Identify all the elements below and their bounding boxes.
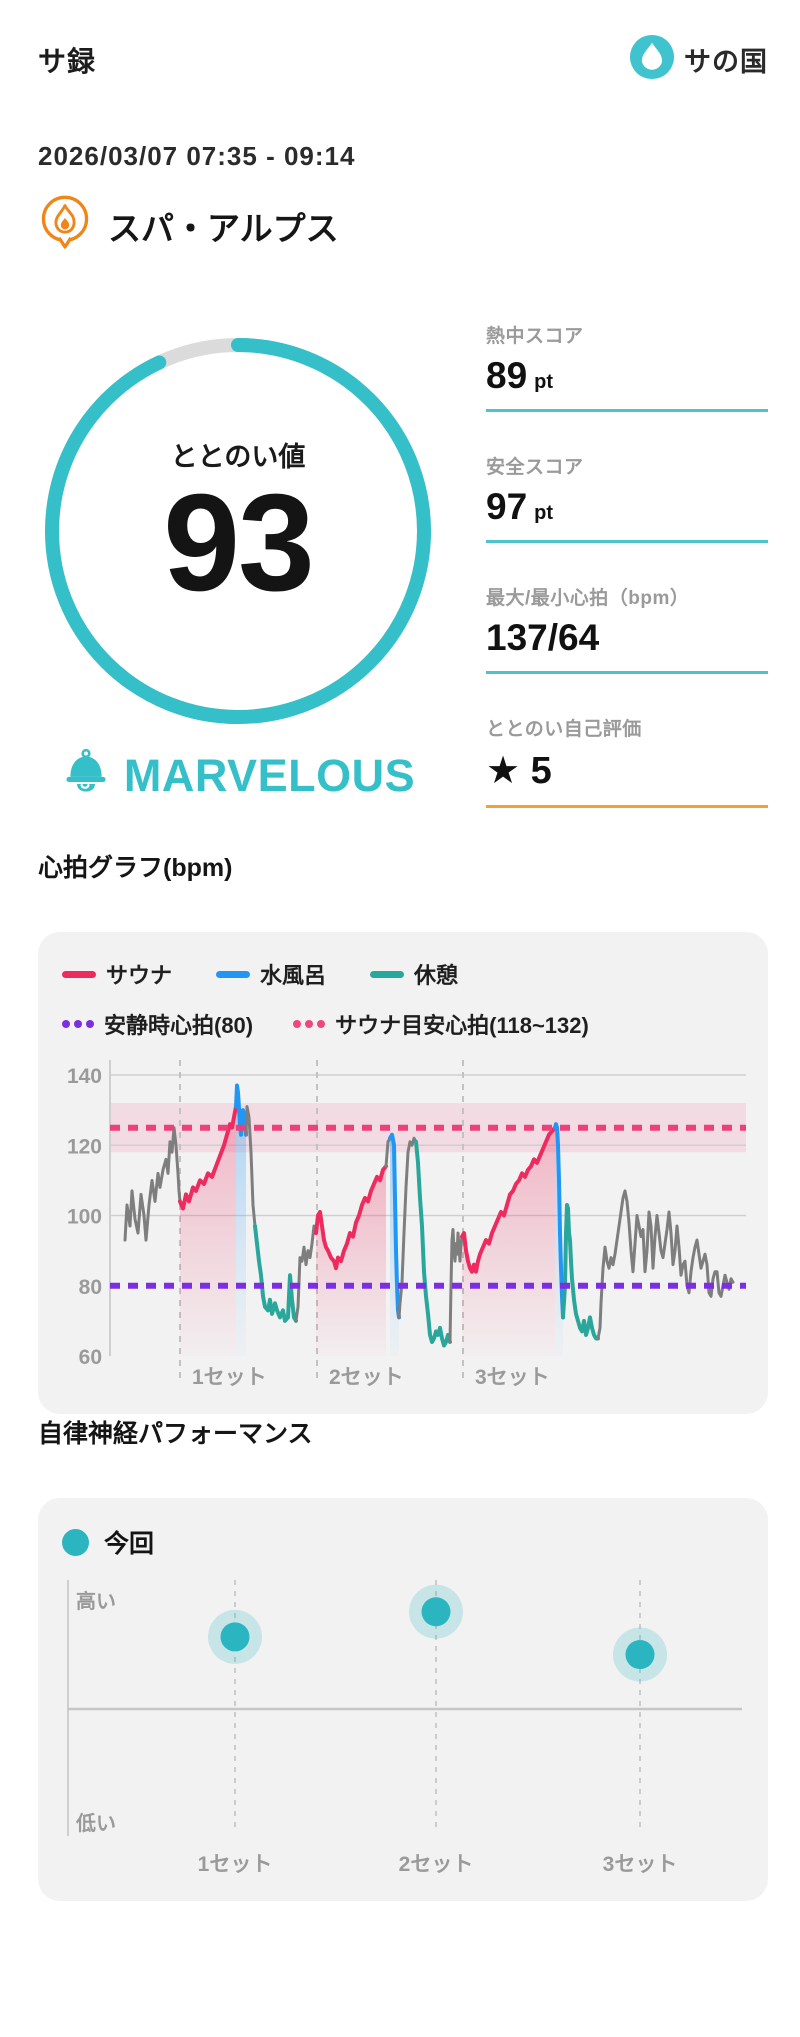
gauge-ring xyxy=(45,338,431,724)
stat-label: ととのい自己評価 xyxy=(486,719,642,740)
stat-unit: pt xyxy=(534,502,554,524)
session-datetime: 2026/03/07 07:35 - 09:14 xyxy=(38,141,356,171)
water-line-swatch xyxy=(216,970,251,978)
hr-chart-card: サウナ 水風呂 休憩 安静時心拍(80) サウナ目安心拍(118~132) 14… xyxy=(38,932,768,1414)
svg-text:2セット: 2セット xyxy=(399,1853,474,1876)
hr-legend-row-1: サウナ 水風呂 休憩 xyxy=(62,958,744,990)
venue-name: スパ・アルプス xyxy=(108,209,339,247)
sauna-report-page: サ録 サの国 2026/03/07 07:35 - 09:14 スパ・アルプス xyxy=(38,0,768,1901)
svg-text:60: 60 xyxy=(79,1346,102,1369)
totonoi-gauge: ととのい値 93 xyxy=(38,331,438,731)
star-rating-value: ★ 5 xyxy=(486,750,552,792)
stat-heat-score: 熱中スコア 89 pt xyxy=(486,321,768,412)
flame-pin-icon xyxy=(38,194,92,257)
svg-text:80: 80 xyxy=(79,1276,102,1299)
legend-water-bath: 水風呂 xyxy=(216,958,326,990)
svg-text:2セット: 2セット xyxy=(329,1366,404,1389)
summary-row: ととのい値 93 MARVELOUS xyxy=(38,321,768,848)
current-session-dot-icon xyxy=(62,1528,89,1556)
resting-hr-dots-swatch xyxy=(62,1020,94,1028)
stat-safety-score: 安全スコア 97 pt xyxy=(486,452,768,543)
stat-self-rating: ととのい自己評価 ★ 5 xyxy=(486,714,768,808)
gauge-column: ととのい値 93 MARVELOUS xyxy=(38,321,438,806)
ans-legend-label: 今回 xyxy=(104,1530,155,1558)
gauge-text: ととのい値 93 xyxy=(38,331,438,731)
svg-text:3セット: 3セット xyxy=(603,1853,678,1876)
stat-label: 安全スコア xyxy=(486,457,584,478)
heart-rate-chart-canvas: 140 120 100 80 60 1セット 2セット 3セット xyxy=(67,1060,746,1389)
stat-value: 137/64 xyxy=(486,617,600,658)
svg-text:低い: 低い xyxy=(75,1811,116,1835)
app-title: サ録 xyxy=(38,45,97,77)
svg-text:1セット: 1セット xyxy=(192,1366,267,1389)
target-hr-dots-swatch xyxy=(293,1020,326,1028)
svg-text:120: 120 xyxy=(67,1135,102,1158)
legend-sauna: サウナ xyxy=(62,958,172,990)
brand-logo: サの国 xyxy=(629,34,768,85)
stat-value: 97 xyxy=(486,486,528,527)
header: サ録 サの国 xyxy=(38,0,768,85)
rating-text: MARVELOUS xyxy=(123,749,416,801)
svg-text:1セット: 1セット xyxy=(198,1853,273,1876)
rest-line-swatch xyxy=(370,970,405,978)
gauge-label: ととのい値 xyxy=(170,442,306,473)
svg-text:140: 140 xyxy=(67,1065,102,1088)
stat-unit: pt xyxy=(534,371,554,393)
stats-column: 熱中スコア 89 pt 安全スコア 97 pt 最大/最小心拍（bpm） 137/6… xyxy=(486,321,768,848)
hr-legend-row-2: 安静時心拍(80) サウナ目安心拍(118~132) xyxy=(62,1008,744,1040)
sauna-line-swatch xyxy=(62,970,96,978)
ans-legend: 今回 xyxy=(62,1524,744,1560)
svg-text:高い: 高い xyxy=(76,1589,116,1613)
venue-row: スパ・アルプス xyxy=(38,194,768,257)
legend-rest: 休憩 xyxy=(370,958,458,990)
gauge-value: 93 xyxy=(163,466,314,621)
svg-text:3セット: 3セット xyxy=(475,1366,550,1389)
ans-chart-title: 自律神経パフォーマンス xyxy=(38,1420,313,1448)
ans-chart-card: 今回 高い低い 1セット 2セット 3セット xyxy=(38,1498,768,1901)
stat-value: 89 xyxy=(486,355,528,396)
sauna-hat-icon xyxy=(61,745,111,806)
legend-resting-hr: 安静時心拍(80) xyxy=(62,1008,253,1040)
rating-row: MARVELOUS xyxy=(38,745,438,806)
water-drop-icon xyxy=(629,34,675,85)
svg-text:100: 100 xyxy=(67,1206,102,1229)
stat-label: 熱中スコア xyxy=(486,326,584,347)
stat-max-min-hr: 最大/最小心拍（bpm） 137/64 xyxy=(486,583,768,674)
hr-chart-title: 心拍グラフ(bpm) xyxy=(38,854,233,882)
legend-target-hr: サウナ目安心拍(118~132) xyxy=(293,1008,589,1040)
stat-label: 最大/最小心拍（bpm） xyxy=(486,588,690,609)
brand-name: サの国 xyxy=(684,47,768,77)
